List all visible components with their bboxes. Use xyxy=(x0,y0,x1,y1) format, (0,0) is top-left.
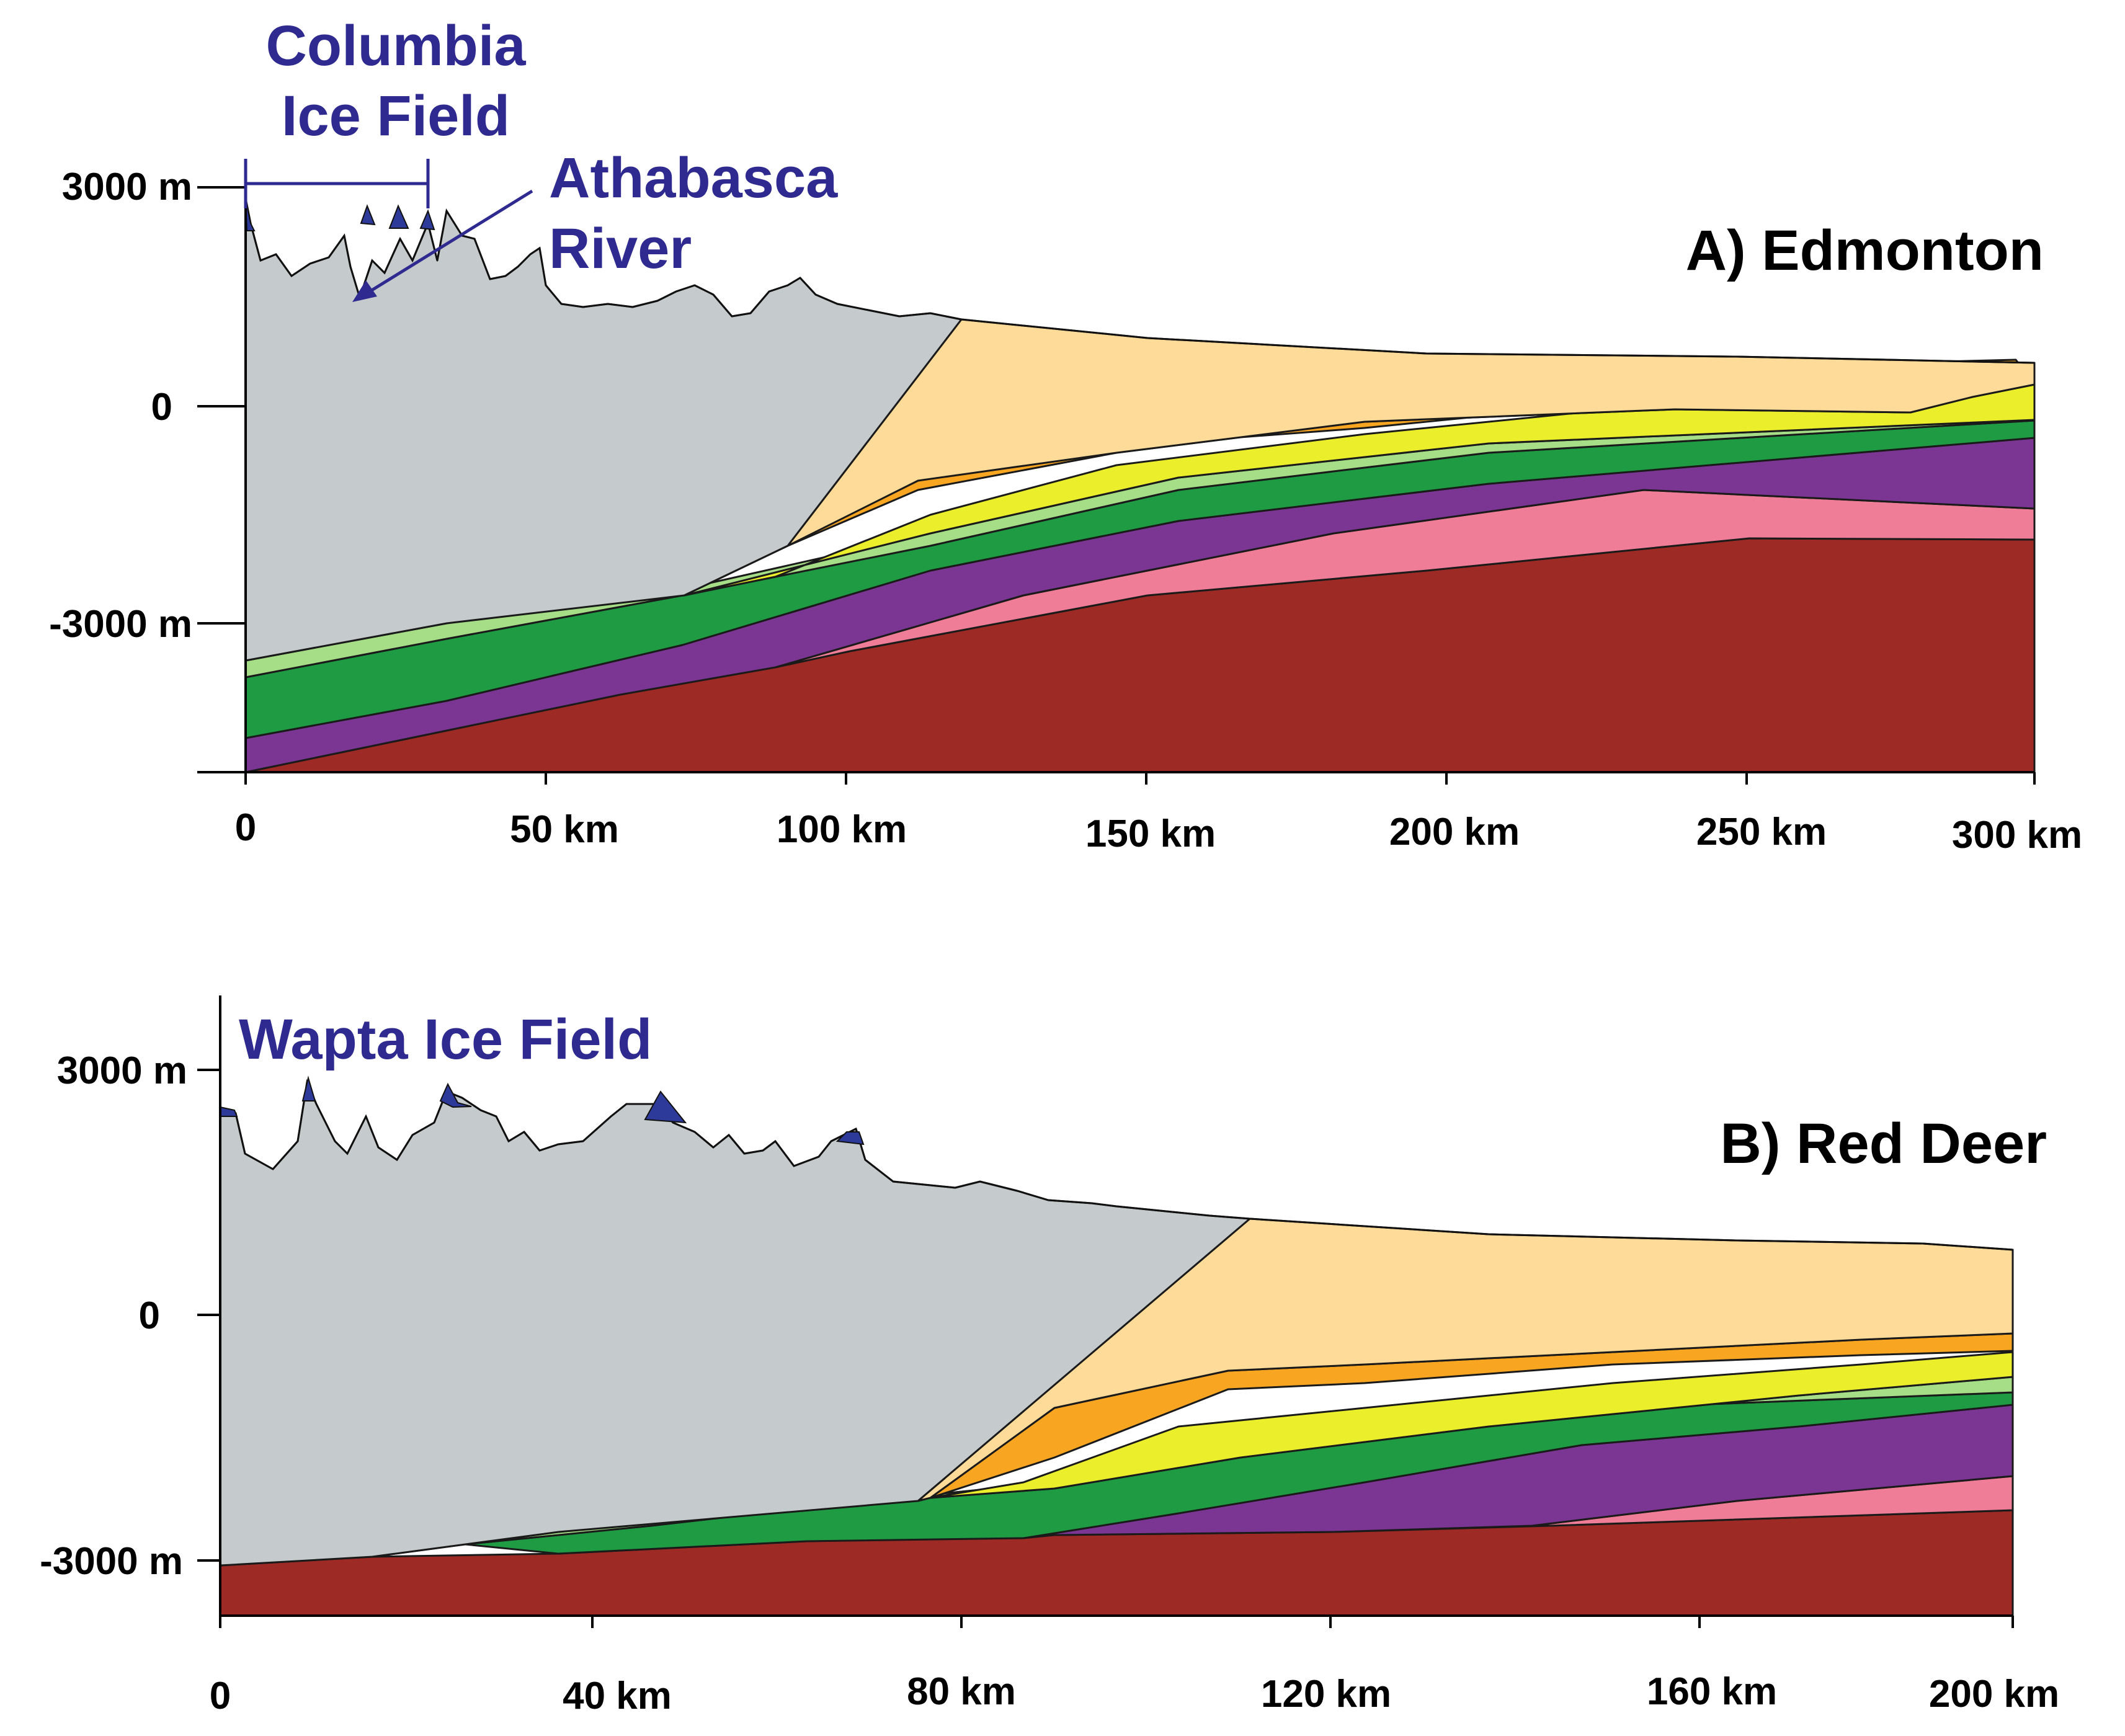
panel-a-x-tick-label: 150 km xyxy=(1085,812,1216,855)
panel-a-topographic-surface xyxy=(244,198,2035,364)
panel-b-x-tick-label: 120 km xyxy=(1261,1673,1391,1716)
panel-a-x-tick-label: 200 km xyxy=(1389,811,1520,853)
wapta-ice-field-label: Wapta Ice Field xyxy=(239,1008,652,1071)
panel-b-yellow-layer xyxy=(929,1351,2014,1499)
athabasca-river-arrowhead xyxy=(352,280,377,302)
panel-a-x-tick-label: 50 km xyxy=(510,808,619,851)
panel-b-x-tick-label: 160 km xyxy=(1647,1670,1777,1713)
panel-a-y-tick-label: 0 xyxy=(151,386,172,429)
panel-b-ice-cap xyxy=(220,1106,238,1117)
panel-b-red-deer: 3000 m 0 -3000 m 0 40 km 80 km 120 km 16… xyxy=(40,995,2059,1717)
panel-a-y-tick-label: -3000 m xyxy=(49,603,192,646)
panel-b-ice-cap xyxy=(835,1131,865,1146)
panel-b-ice-cap xyxy=(439,1082,472,1108)
panel-b-y-tick-label: 3000 m xyxy=(57,1049,187,1092)
athabasca-river-pointer xyxy=(368,189,533,293)
panel-a-ice-cap xyxy=(419,209,435,231)
panel-b-x-tick-label: 40 km xyxy=(563,1675,672,1717)
panel-a-y-tick-label: 3000 m xyxy=(62,166,192,208)
panel-a-x-tick-label: 300 km xyxy=(1952,814,2082,857)
athabasca-river-label: River xyxy=(549,217,692,280)
panel-b-x-tick-label: 80 km xyxy=(907,1670,1016,1713)
panel-b-x-tick-label: 0 xyxy=(210,1675,231,1717)
panel-b-topographic-surface xyxy=(220,1079,2013,1251)
columbia-ice-field-label: Ice Field xyxy=(282,84,510,148)
panel-a-edmonton: 3000 m 0 -3000 m 0 50 km 100 km 150 km 2… xyxy=(49,14,2082,857)
panel-a-x-tick-label: 250 km xyxy=(1696,811,1827,853)
columbia-ice-field-label: Columbia xyxy=(265,14,526,78)
athabasca-river-label: Athabasca xyxy=(549,146,838,210)
panel-b-y-tick-label: -3000 m xyxy=(40,1540,183,1583)
panel-a-x-tick-label: 100 km xyxy=(777,808,907,851)
panel-b-x-tick-label: 200 km xyxy=(1929,1673,2059,1716)
panel-b-title: B) Red Deer xyxy=(1720,1112,2047,1175)
panel-a-title: A) Edmonton xyxy=(1686,219,2044,282)
panel-a-ice-cap xyxy=(388,204,409,229)
panel-b-ice-cap xyxy=(301,1075,316,1102)
panel-b-y-tick-label: 0 xyxy=(139,1294,160,1337)
panel-b-ice-cap xyxy=(644,1090,687,1124)
panel-a-x-tick-label: 0 xyxy=(235,806,256,849)
panel-a-ice-cap xyxy=(360,204,376,226)
